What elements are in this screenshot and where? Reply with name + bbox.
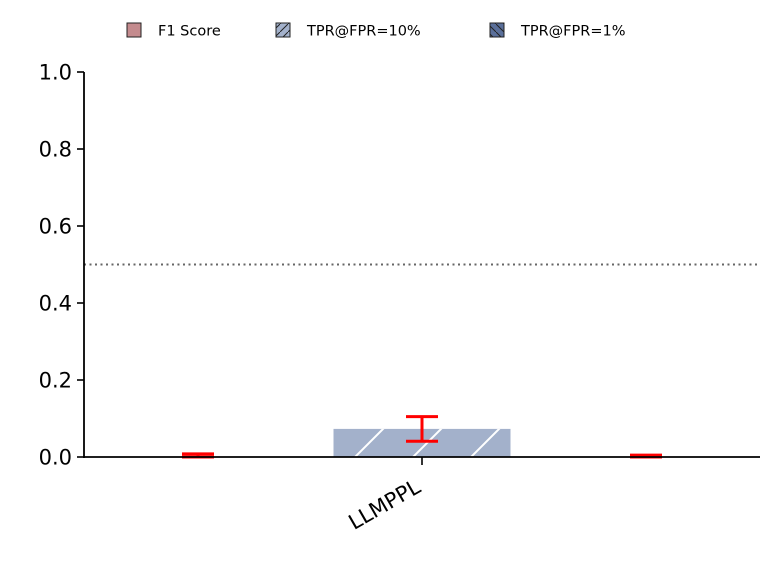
- y-tick-label: 0.8: [39, 138, 72, 162]
- legend-item-f1-score: F1 Score: [126, 22, 221, 40]
- legend-label: TPR@FPR=1%: [520, 24, 626, 40]
- legend-swatch: [126, 22, 142, 38]
- x-tick-label: LLMPPL: [344, 474, 424, 534]
- y-tick-label: 0.2: [39, 369, 72, 393]
- y-tick-label: 1.0: [39, 61, 72, 85]
- legend-item-tpr-fpr-1-: TPR@FPR=1%: [489, 22, 626, 40]
- legend-item-tpr-fpr-10-: TPR@FPR=10%: [275, 22, 421, 40]
- error-bar-tpr-fpr-10-: [406, 415, 438, 443]
- y-tick-label: 0.0: [39, 446, 72, 470]
- legend: F1 Score TPR@FPR=10% TPR@FPR=1%: [126, 22, 626, 40]
- legend-label: TPR@FPR=10%: [306, 24, 421, 40]
- y-tick-label: 0.6: [39, 215, 72, 239]
- x-axis-ticks: LLMPPL: [344, 457, 425, 535]
- y-axis-ticks: 0.0 0.2 0.4 0.6 0.8 1.0: [39, 61, 84, 470]
- y-tick-label: 0.4: [39, 292, 72, 316]
- legend-label: F1 Score: [158, 24, 221, 40]
